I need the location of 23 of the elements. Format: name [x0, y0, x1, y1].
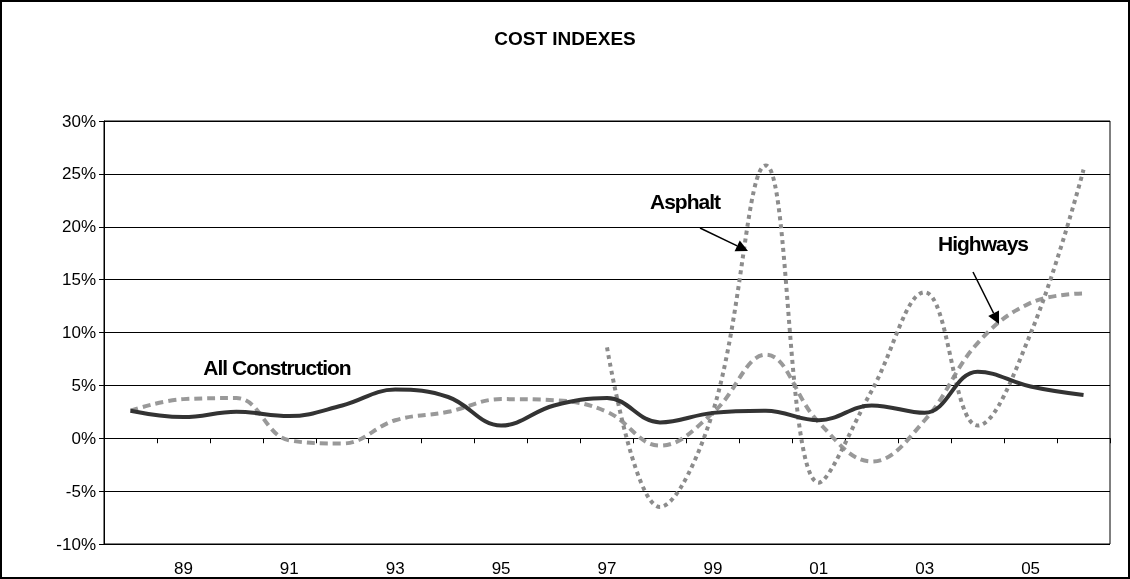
y-tick-label: 20% [61, 217, 96, 237]
y-tick-label: 0% [71, 428, 96, 448]
y-tick-label: 30% [61, 111, 96, 131]
x-tick-label: 95 [491, 559, 511, 578]
x-tick-label: 89 [173, 559, 193, 578]
y-tick-label: -5% [65, 481, 96, 501]
x-tick-label: 91 [279, 559, 299, 578]
chart-title: COST INDEXES [494, 28, 636, 49]
x-tick-label: 01 [809, 559, 829, 578]
y-tick-label: -10% [56, 534, 96, 554]
text: Highways [937, 231, 1029, 255]
y-tick-label: 5% [71, 375, 96, 395]
x-tick-label: 97 [597, 559, 617, 578]
x-tick-label: 99 [703, 559, 723, 578]
x-tick-label: 05 [1021, 559, 1041, 578]
line-series [605, 163, 1086, 509]
x-tick-label: 03 [915, 559, 935, 578]
y-tick-label: 15% [61, 270, 96, 290]
series-label: All Construction [203, 355, 351, 379]
y-tick-label: 25% [61, 164, 96, 184]
y-tick-label: 10% [61, 323, 96, 342]
x-tick-label: 93 [385, 559, 405, 578]
series-label: Asphalt [649, 189, 722, 213]
